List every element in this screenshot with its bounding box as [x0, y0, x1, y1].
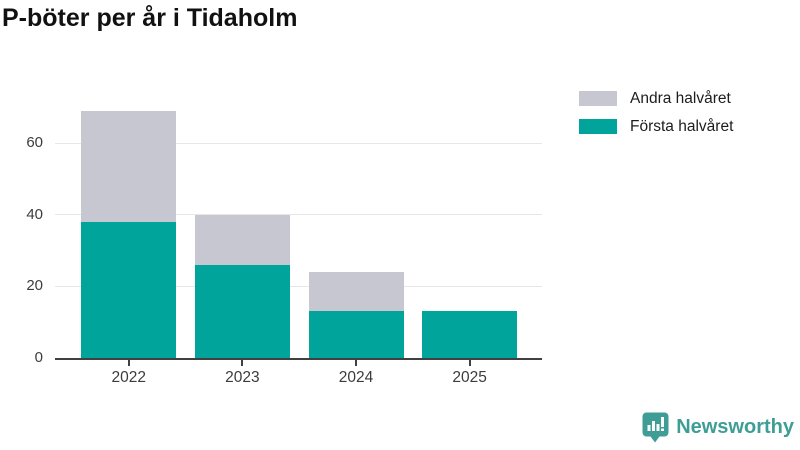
- legend-label: Andra halvåret: [630, 90, 731, 107]
- plot-area: 0 20 40 60 2022 2023 2024 2025: [26, 86, 542, 386]
- legend-label: Första halvåret: [630, 118, 734, 135]
- y-tick-label: 20: [26, 277, 43, 295]
- x-tick: [355, 360, 357, 366]
- x-tick-label: 2024: [338, 369, 374, 386]
- legend-item: Första halvåret: [579, 119, 733, 134]
- y-tick-label: 40: [26, 205, 43, 223]
- x-tick-label: 2025: [452, 369, 487, 386]
- legend-swatch: [579, 119, 617, 134]
- bar-2022-andra-halvåret: [81, 111, 177, 222]
- x-tick: [127, 360, 130, 366]
- x-tick-label: 2022: [111, 369, 147, 386]
- legend-swatch: [579, 91, 617, 106]
- brand-logo: Newsworthy: [642, 412, 794, 443]
- bar-2024-andra-halvåret: [308, 272, 404, 312]
- brand-name: Newsworthy: [676, 416, 794, 438]
- x-tick: [468, 360, 471, 366]
- bar-2023-första-halvåret: [194, 264, 290, 358]
- newsworthy-icon: [642, 412, 669, 443]
- bar-2022-första-halvåret: [81, 222, 177, 358]
- y-tick-label: 0: [34, 349, 43, 366]
- x-tick-label: 2023: [225, 369, 260, 386]
- bar-2024-första-halvåret: [308, 311, 404, 358]
- legend-item: Andra halvåret: [579, 91, 733, 106]
- gridline-y60: [55, 142, 542, 144]
- bar-2023-andra-halvåret: [194, 214, 290, 265]
- legend: Andra halvåret Första halvåret: [579, 91, 733, 134]
- chart-title: P-böter per år i Tidaholm: [2, 4, 298, 32]
- x-tick: [241, 360, 244, 366]
- gridline-y40: [55, 214, 542, 216]
- y-tick-label: 60: [26, 134, 43, 152]
- gridline-y20: [55, 285, 542, 287]
- bar-2025-första-halvåret: [422, 311, 518, 358]
